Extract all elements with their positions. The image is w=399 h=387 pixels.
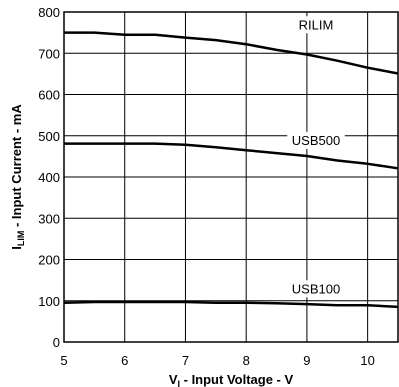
series-label-background — [287, 280, 345, 298]
y-tick-label: 0 — [53, 335, 60, 350]
x-tick-label: 5 — [60, 353, 67, 368]
plot-frame — [63, 11, 399, 343]
series-line-usb500 — [64, 142, 399, 170]
series-line-rilim — [64, 31, 399, 75]
series-label-usb100: USB100 — [292, 281, 340, 296]
x-tick-label: 6 — [121, 353, 128, 368]
grid — [64, 12, 398, 342]
y-tick-label: 800 — [38, 5, 60, 20]
y-tick-label: 100 — [38, 294, 60, 309]
series-labels: RILIM USB500 USB100 — [287, 16, 345, 298]
series-lines — [63, 31, 399, 309]
x-tick-label: 8 — [243, 353, 250, 368]
series-label-background — [287, 131, 345, 149]
series-line-usb100 — [63, 300, 399, 309]
x-tick-label: 10 — [360, 353, 374, 368]
y-tick-label: 700 — [38, 46, 60, 61]
y-axis-title: ILIM - Input Current - mA — [9, 104, 26, 250]
y-tick-label: 300 — [38, 211, 60, 226]
x-tick-label: 7 — [182, 353, 189, 368]
y-tick-label: 600 — [38, 88, 60, 103]
y-tick-label: 500 — [38, 129, 60, 144]
y-tick-label: 400 — [38, 170, 60, 185]
x-axis-title: VI - Input Voltage - V — [169, 372, 294, 387]
series-label-background — [291, 16, 341, 34]
x-tick-label: 9 — [303, 353, 310, 368]
series-label-rilim: RILIM — [299, 17, 334, 32]
series-label-usb500: USB500 — [292, 133, 340, 148]
y-tick-label: 200 — [38, 253, 60, 268]
